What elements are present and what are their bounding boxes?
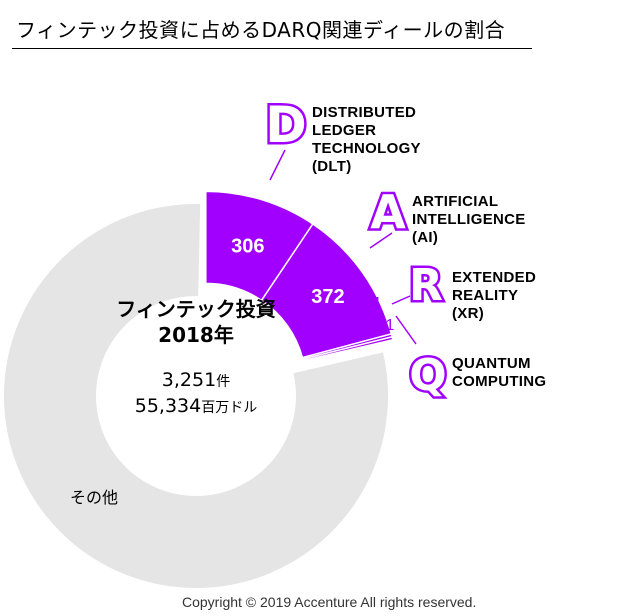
category-icon-r: R <box>409 260 443 311</box>
category-icon-d: D <box>265 96 307 154</box>
category-label-ai: ARTIFICIAL INTELLIGENCE (AI) <box>412 193 526 247</box>
value-label-xr: 4 <box>372 295 381 312</box>
investment-amount: 55,334百万ドル <box>96 394 296 420</box>
value-label-dlt: 306 <box>231 236 264 258</box>
category-label-dlt: DISTRIBUTED LEDGER TECHNOLOGY (DLT) <box>312 104 421 176</box>
category-label-xr: EXTENDED REALITY (XR) <box>452 269 536 323</box>
category-label-line: ARTIFICIAL <box>412 193 499 210</box>
center-title: フィンテック投資 2018年 <box>96 296 296 348</box>
leader-line-dlt <box>269 149 286 181</box>
value-label-qc: 1 <box>386 317 395 334</box>
category-label-line: EXTENDED <box>452 269 537 286</box>
value-labels: 306 372 41 <box>231 236 394 334</box>
leader-line-ai <box>369 232 393 249</box>
category-label-line: REALITY <box>452 287 519 304</box>
center-stats: 3,251件 55,334百万ドル <box>96 368 296 420</box>
slice-その他 <box>4 203 389 588</box>
category-label-line: COMPUTING <box>452 373 547 390</box>
other-slice-label: その他 <box>70 488 119 507</box>
deals-value: 3,251 <box>161 369 217 391</box>
category-label-line: TECHNOLOGY <box>312 140 421 157</box>
title-divider <box>12 48 532 49</box>
copyright-notice: Copyright © 2019 Accenture All rights re… <box>182 594 477 610</box>
center-title-line1: フィンテック投資 <box>116 297 276 321</box>
leader-lines <box>269 149 417 345</box>
category-label-line: QUANTUM <box>452 355 531 372</box>
value-label-ai: 372 <box>311 286 344 308</box>
donut-slices <box>4 190 394 588</box>
leader-line-qc <box>395 315 417 345</box>
deals-unit: 件 <box>216 374 231 390</box>
page-title: フィンテック投資に占めるDARQ関連ディールの割合 <box>16 18 506 42</box>
leader-line-xr <box>391 295 411 305</box>
deals-count: 3,251件 <box>96 368 296 394</box>
category-icons: D ARQ <box>263 94 449 404</box>
category-label-line: (XR) <box>452 305 485 322</box>
category-icon-q: Q <box>409 350 446 401</box>
category-label-qc: QUANTUM COMPUTING <box>452 355 546 391</box>
category-label-line: (AI) <box>412 229 439 246</box>
category-label-line: INTELLIGENCE <box>412 211 526 228</box>
category-icon-a: A <box>370 185 406 239</box>
slice-qc <box>301 335 394 362</box>
amount-value: 55,334 <box>134 395 202 417</box>
category-label-line: (DLT) <box>312 158 352 175</box>
category-label-line: LEDGER <box>312 122 377 139</box>
center-title-line2: 2018年 <box>158 323 234 347</box>
category-label-line: DISTRIBUTED <box>312 104 417 121</box>
amount-unit: 百万ドル <box>201 400 258 416</box>
